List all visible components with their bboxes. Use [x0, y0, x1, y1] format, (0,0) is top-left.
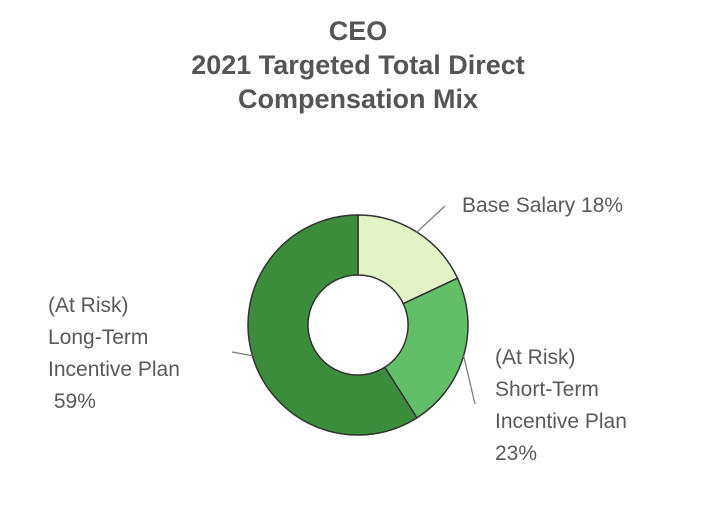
slice-label-sti-line-3: Incentive Plan — [495, 410, 627, 433]
leader-line-short-term-incentive — [462, 355, 476, 405]
slice-label-sti-line-1: (At Risk) — [495, 346, 576, 369]
slice-label-base-salary: Base Salary 18% — [462, 190, 623, 222]
slice-label-lti-line-4: 59% — [48, 390, 96, 413]
slice-label-lti-line-2: Long-Term — [48, 326, 149, 349]
slice-label-sti-line-2: Short-Term — [495, 378, 599, 401]
leader-line-long-term-incentive — [231, 351, 253, 357]
slice-label-lti-line-3: Incentive Plan — [48, 358, 180, 381]
donut-slice-short-term-incentive — [383, 277, 469, 419]
slice-label-base-salary-line-1: Base Salary 18% — [462, 194, 624, 217]
slice-label-short-term-incentive: (At Risk) Short-Term Incentive Plan 23% — [495, 342, 627, 470]
chart-title-line-2: 2021 Targeted Total Direct — [191, 50, 525, 80]
chart-title-line-1: CEO — [328, 16, 388, 46]
donut-slice-long-term-incentive — [247, 214, 418, 436]
leader-line-base-salary — [416, 205, 446, 233]
slice-label-sti-line-4: 23% — [495, 442, 538, 465]
chart-title-line-3: Compensation Mix — [237, 84, 479, 114]
slice-label-long-term-incentive: (At Risk) Long-Term Incentive Plan 59% — [48, 290, 180, 418]
donut-slice-base-salary — [357, 214, 459, 305]
slice-label-lti-line-1: (At Risk) — [48, 294, 129, 317]
chart-title: CEO 2021 Targeted Total Direct Compensat… — [0, 14, 716, 116]
